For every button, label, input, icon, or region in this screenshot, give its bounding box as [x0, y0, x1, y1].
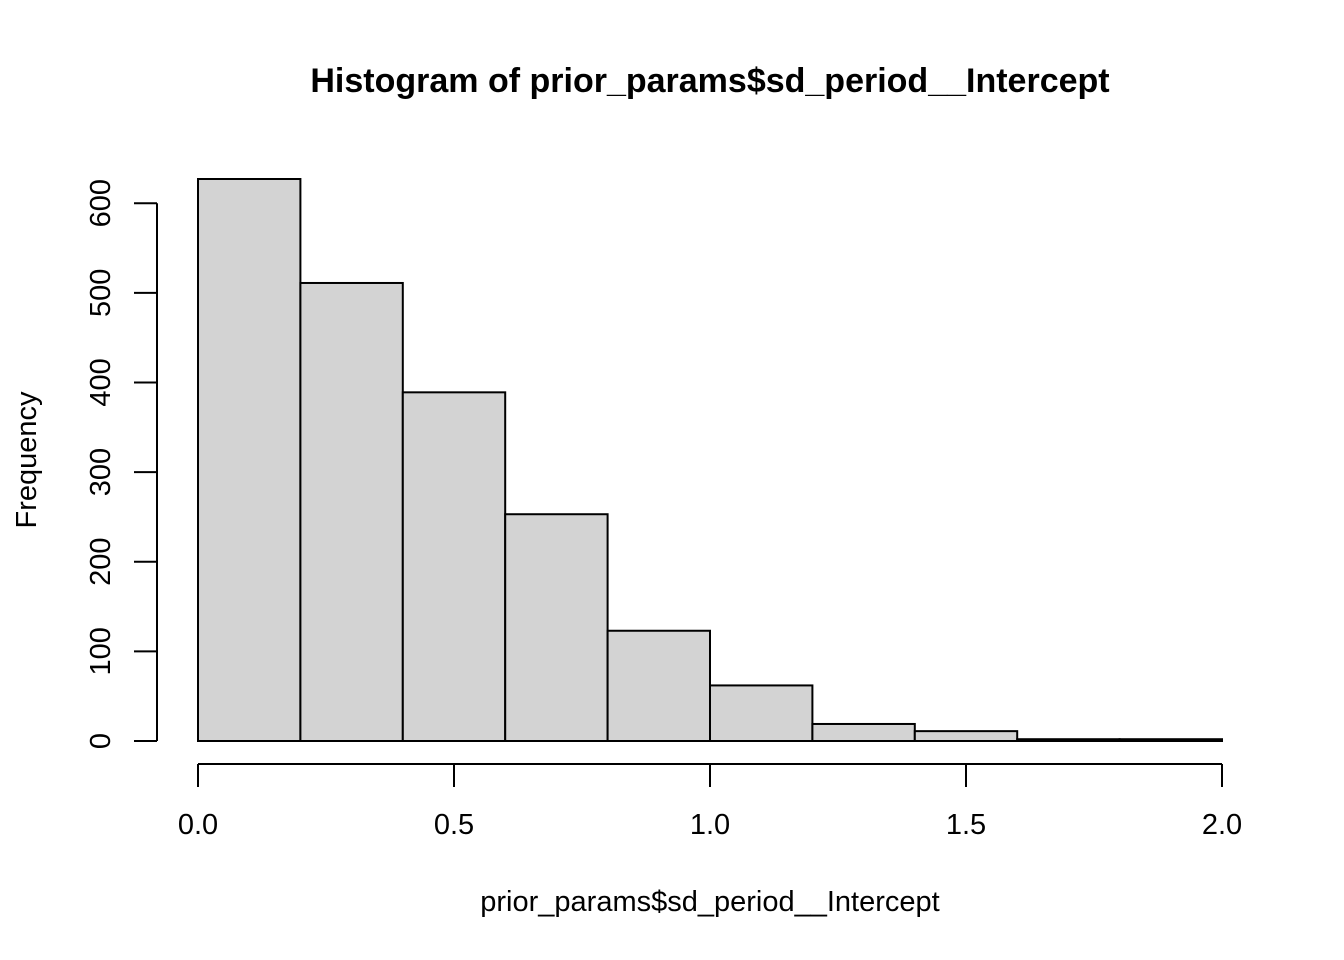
x-tick-label-4: 2.0 [1202, 809, 1242, 841]
histogram-bar-4 [606, 629, 711, 743]
chart-title: Histogram of prior_params$sd_period__Int… [310, 62, 1109, 100]
y-axis-label: Frequency [11, 391, 43, 529]
x-tick-label-1: 0.5 [434, 809, 474, 841]
histogram-bar-7 [913, 730, 1019, 743]
y-axis: 0 100 200 300 400 500 600 [85, 179, 158, 749]
histogram-bar-1 [299, 281, 404, 742]
histogram-bar-2 [401, 391, 507, 742]
y-tick-label-4: 400 [85, 358, 117, 406]
histogram-bar-8 [1016, 738, 1121, 742]
bars-group [197, 178, 1223, 743]
y-tick-label-0: 0 [85, 733, 117, 749]
histogram-bar-3 [504, 513, 609, 743]
y-tick-label-5: 500 [85, 269, 117, 317]
histogram-bar-9 [1118, 738, 1223, 742]
y-tick-label-2: 200 [85, 538, 117, 586]
y-tick-label-3: 300 [85, 448, 117, 496]
x-axis-label: prior_params$sd_period__Intercept [480, 886, 939, 918]
x-tick-label-3: 1.5 [946, 809, 986, 841]
histogram-bar-6 [811, 722, 916, 743]
y-tick-label-1: 100 [85, 627, 117, 675]
histogram-bar-0 [197, 178, 302, 742]
x-axis: 0.0 0.5 1.0 1.5 2.0 [178, 763, 1242, 841]
y-tick-label-6: 600 [85, 179, 117, 227]
x-tick-label-0: 0.0 [178, 809, 218, 841]
x-tick-label-2: 1.0 [690, 809, 730, 841]
histogram-bar-5 [709, 684, 814, 742]
